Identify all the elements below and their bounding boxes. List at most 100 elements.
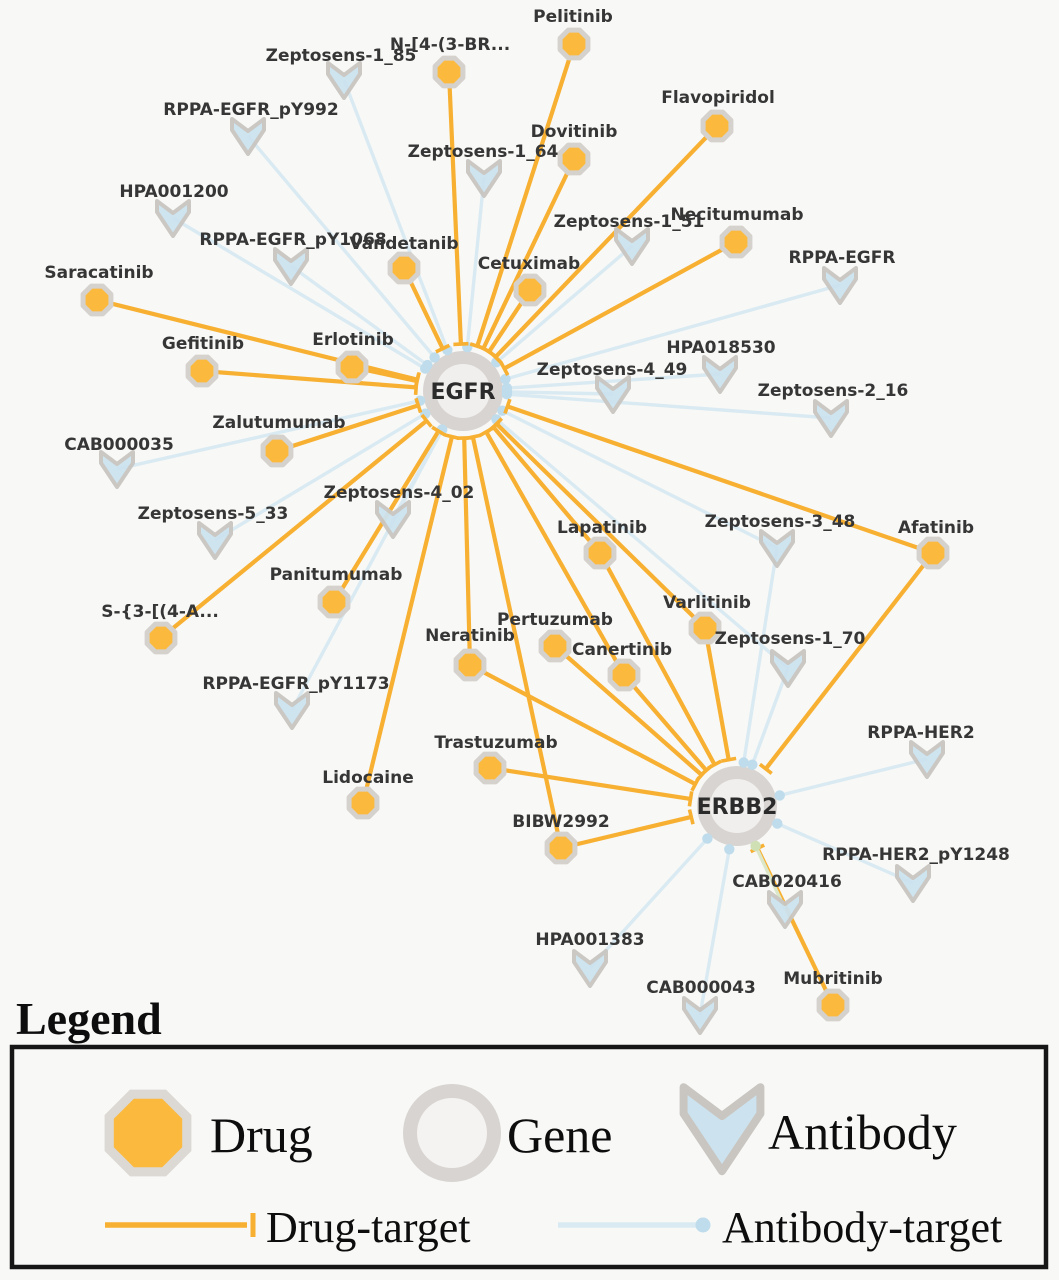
node-label-pertuzumab: Pertuzumab xyxy=(497,610,613,630)
node-label-gefitinib: Gefitinib xyxy=(162,334,244,354)
antibody-node-zeptosens-2-16[interactable] xyxy=(813,399,849,438)
node-label-lidocaine: Lidocaine xyxy=(322,768,414,788)
edge-cab000035-egfr xyxy=(116,399,421,471)
edge-zeptosens-1-70-egfr xyxy=(495,418,790,670)
drug-node-saracatinib[interactable] xyxy=(80,283,114,317)
drug-node-s-3-4-a[interactable] xyxy=(144,621,178,655)
node-label-cab020416: CAB020416 xyxy=(732,872,842,892)
legend-antibody-swatch xyxy=(679,1083,765,1176)
drug-node-lapatinib[interactable] xyxy=(583,536,617,570)
node-label-zeptosens-5-33: Zeptosens-5_33 xyxy=(138,504,289,524)
legend-drug-target-label: Drug-target xyxy=(266,1203,470,1252)
drug-node-trastuzumab[interactable] xyxy=(473,751,507,785)
drug-node-bibw2992[interactable] xyxy=(544,831,578,865)
gene-node-erbb2[interactable] xyxy=(697,766,777,846)
antibody-node-hpa001200[interactable] xyxy=(155,199,191,238)
antibody-node-zeptosens-1-70[interactable] xyxy=(770,649,806,688)
antibody-node-zeptosens-5-33[interactable] xyxy=(197,521,233,560)
edge-zeptosens-1-64-egfr xyxy=(465,177,486,348)
antibody-target-dot xyxy=(501,389,513,400)
drug-node-dovitinib[interactable] xyxy=(557,142,591,176)
antibody-node-cab000035[interactable] xyxy=(99,450,135,489)
labels-layer: EGFR ERBB2 Pelitinib N-[4-(3-BR... Flavopiri… xyxy=(44,7,1009,998)
edge-dovitinib-egfr xyxy=(481,158,576,350)
edge-rppa-egfr-py992-egfr xyxy=(246,134,436,359)
antibody-node-zeptosens-3-48[interactable] xyxy=(759,529,795,568)
drug-node-canertinib[interactable] xyxy=(607,658,641,692)
antibody-node-hpa001383[interactable] xyxy=(572,949,608,988)
drug-node-necitumumab[interactable] xyxy=(719,225,753,259)
drug-node-neratinib[interactable] xyxy=(453,648,487,682)
antibody-node-cab020416[interactable] xyxy=(767,890,803,929)
node-label-afatinib: Afatinib xyxy=(898,518,974,538)
drug-node-gefitinib[interactable] xyxy=(185,354,219,388)
node-label-neratinib: Neratinib xyxy=(425,626,515,646)
antibody-target-dot xyxy=(774,790,785,801)
gene-node-egfr[interactable] xyxy=(423,351,503,431)
antibody-node-zeptosens-1-64[interactable] xyxy=(466,159,502,198)
edge-bibw2992-egfr xyxy=(470,436,564,849)
edge-zeptosens-4-49-egfr xyxy=(506,390,614,396)
drug-node-lidocaine[interactable] xyxy=(346,786,380,820)
antibody-node-rppa-egfr-py992[interactable] xyxy=(230,117,266,156)
gene-nodes-layer xyxy=(423,351,777,846)
edge-varlitinib-egfr xyxy=(495,422,707,630)
legend-antibody-label: Antibody xyxy=(768,1104,957,1160)
drug-node-pelitinib[interactable] xyxy=(557,27,591,61)
antibody-node-zeptosens-1-85[interactable] xyxy=(326,61,362,100)
node-label-rppa-egfr: RPPA-EGFR xyxy=(789,248,896,268)
antibody-node-rppa-her2-py1248[interactable] xyxy=(895,864,931,903)
edge-n-4-3-br-egfr xyxy=(446,71,463,345)
antibody-node-rppa-her2[interactable] xyxy=(909,740,945,779)
edge-s-3-4-a-egfr xyxy=(159,419,428,640)
nodes-layer xyxy=(80,27,950,1035)
antibody-node-zeptosens-4-49[interactable] xyxy=(595,375,631,414)
antibody-node-zeptosens-4-02[interactable] xyxy=(375,500,411,539)
node-label-vandetanib: Vandetanib xyxy=(349,234,458,254)
edge-rppa-her2-py1248-erbb2 xyxy=(776,822,914,885)
drug-node-n-4-3-br[interactable] xyxy=(432,55,466,89)
drug-node-mubritinib[interactable] xyxy=(816,988,850,1022)
drug-node-pertuzumab[interactable] xyxy=(538,629,572,663)
edge-necitumumab-egfr xyxy=(503,240,738,371)
antibody-node-hpa018530[interactable] xyxy=(702,355,738,394)
antibody-node-rppa-egfr-py1068[interactable] xyxy=(273,247,309,286)
edge-cab000043-erbb2 xyxy=(698,849,731,1016)
edge-trastuzumab-erbb2 xyxy=(489,765,691,801)
drug-node-zalutumumab[interactable] xyxy=(260,434,294,468)
antibody-node-rppa-egfr-py1173[interactable] xyxy=(274,691,310,730)
drug-node-cetuximab[interactable] xyxy=(513,273,547,307)
legend-gene-label: Gene xyxy=(507,1107,613,1163)
drug-node-varlitinib[interactable] xyxy=(688,611,722,645)
antibody-node-rppa-egfr[interactable] xyxy=(822,266,858,305)
edge-zeptosens-2-16-egfr xyxy=(506,392,832,420)
edge-zeptosens-3-48-egfr xyxy=(501,409,778,550)
gene-label-erbb2: ERBB2 xyxy=(697,795,778,820)
drug-target-tee xyxy=(431,425,446,437)
node-label-cab000035: CAB000035 xyxy=(64,435,174,455)
drug-node-flavopiridol[interactable] xyxy=(700,109,734,143)
drug-target-tee xyxy=(453,341,469,347)
node-label-mubritinib: Mubritinib xyxy=(783,969,882,989)
antibody-target-dot xyxy=(429,352,440,363)
node-label-zalutumumab: Zalutumumab xyxy=(212,413,345,433)
node-label-s-3-4-a: S-{3-[(4-A... xyxy=(101,602,219,622)
antibody-node-zeptosens-1-51[interactable] xyxy=(614,227,650,266)
antibody-node-cab000043[interactable] xyxy=(682,996,718,1035)
edge-zeptosens-5-33-egfr xyxy=(214,412,427,542)
edges-layer xyxy=(96,43,935,1016)
node-label-pelitinib: Pelitinib xyxy=(533,7,613,27)
edge-flavopiridol-egfr xyxy=(493,124,719,359)
edge-neratinib-egfr xyxy=(462,437,473,666)
drug-node-panitumumab[interactable] xyxy=(317,585,351,619)
drug-node-vandetanib[interactable] xyxy=(387,251,421,285)
drug-node-afatinib[interactable] xyxy=(916,536,950,570)
drug-node-erlotinib[interactable] xyxy=(335,350,369,384)
node-label-zeptosens-4-49: Zeptosens-4_49 xyxy=(537,360,688,380)
node-label-rppa-her2: RPPA-HER2 xyxy=(867,723,974,743)
node-label-necitumumab: Necitumumab xyxy=(670,205,803,225)
drug-target-tee xyxy=(420,413,433,428)
edge-varlitinib-erbb2 xyxy=(702,627,731,761)
